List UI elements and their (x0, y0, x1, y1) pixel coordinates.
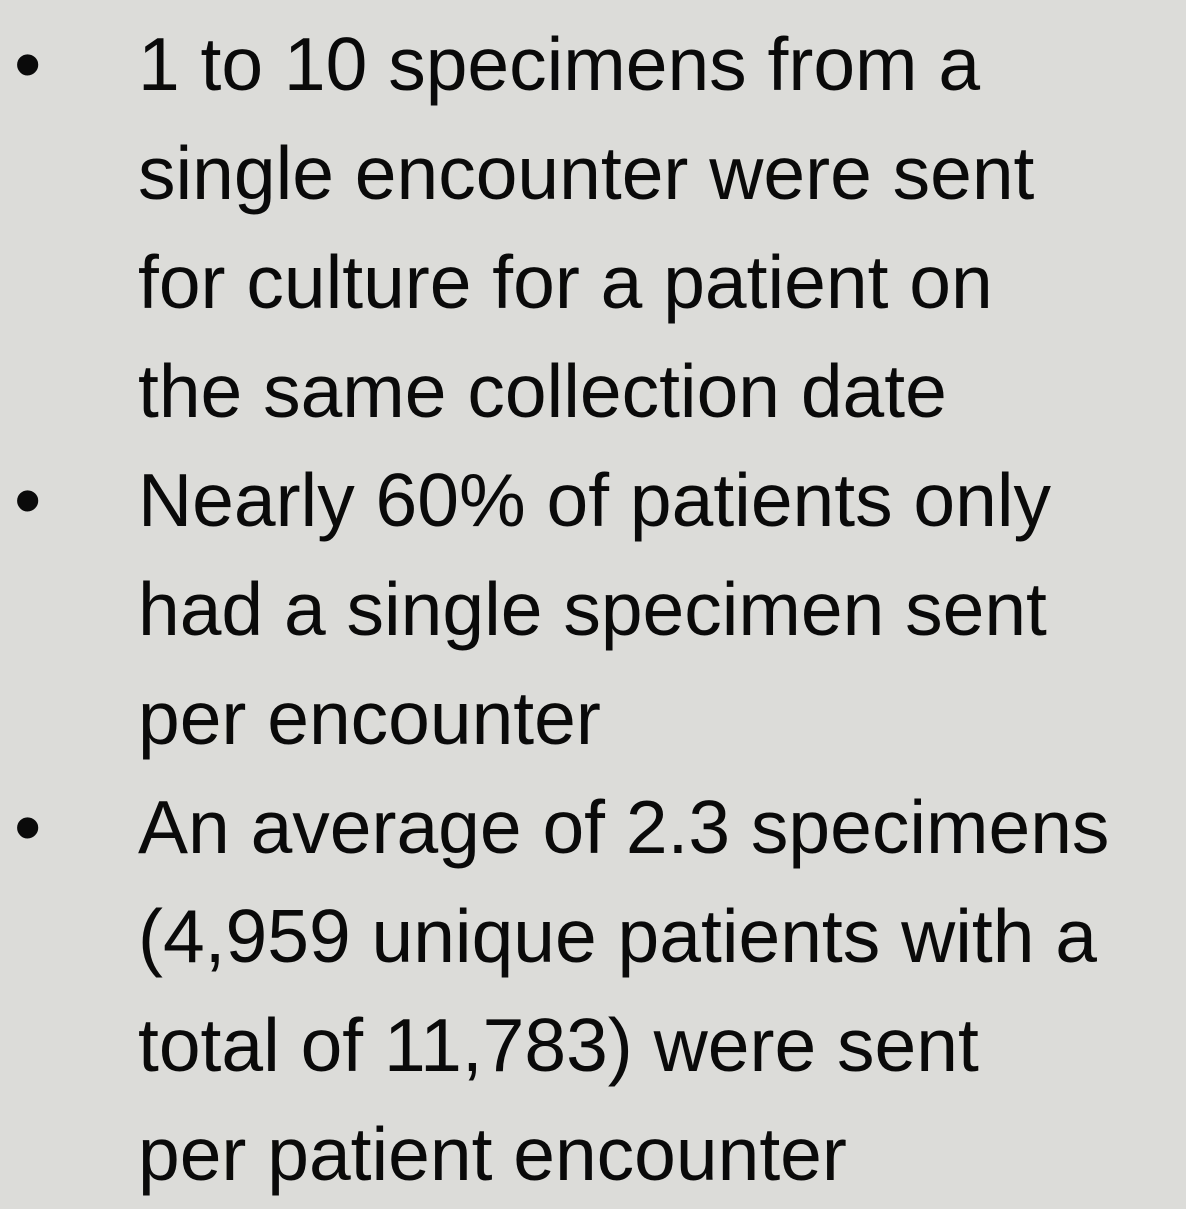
bullet-line: had a single specimen sent (138, 567, 1047, 651)
bullet-line: 1 to 10 specimens from a (138, 22, 981, 106)
bullet-line: total of 11,783) were sent (138, 1003, 979, 1087)
bullet-text: 1 to 10 specimens from a single encounte… (138, 10, 1178, 446)
bullet-text: An average of 2.3 specimens (4,959 uniqu… (138, 773, 1178, 1209)
bullet-line: (4,959 unique patients with a (138, 894, 1097, 978)
slide: • 1 to 10 specimens from a single encoun… (14, 20, 1109, 1196)
bullet-line: the same collection date (138, 349, 947, 433)
bullet-item-single-specimen: • Nearly 60% of patients only had a sing… (0, 446, 1186, 773)
bullet-marker: • (14, 20, 42, 108)
bullet-line: single encounter were sent (138, 131, 1035, 215)
bullet-line: for culture for a patient on (138, 240, 993, 324)
bullet-marker: • (14, 783, 42, 871)
bullet-line: An average of 2.3 specimens (138, 785, 1110, 869)
bullet-marker: • (14, 456, 42, 544)
bullet-list: • 1 to 10 specimens from a single encoun… (0, 10, 1186, 1209)
bullet-item-average-specimens: • An average of 2.3 specimens (4,959 uni… (0, 773, 1186, 1209)
bullet-line: per patient encounter (138, 1112, 847, 1196)
bullet-line: per encounter (138, 676, 601, 760)
bullet-item-specimen-range: • 1 to 10 specimens from a single encoun… (0, 10, 1186, 446)
bullet-text: Nearly 60% of patients only had a single… (138, 446, 1178, 773)
bullet-line: Nearly 60% of patients only (138, 458, 1052, 542)
